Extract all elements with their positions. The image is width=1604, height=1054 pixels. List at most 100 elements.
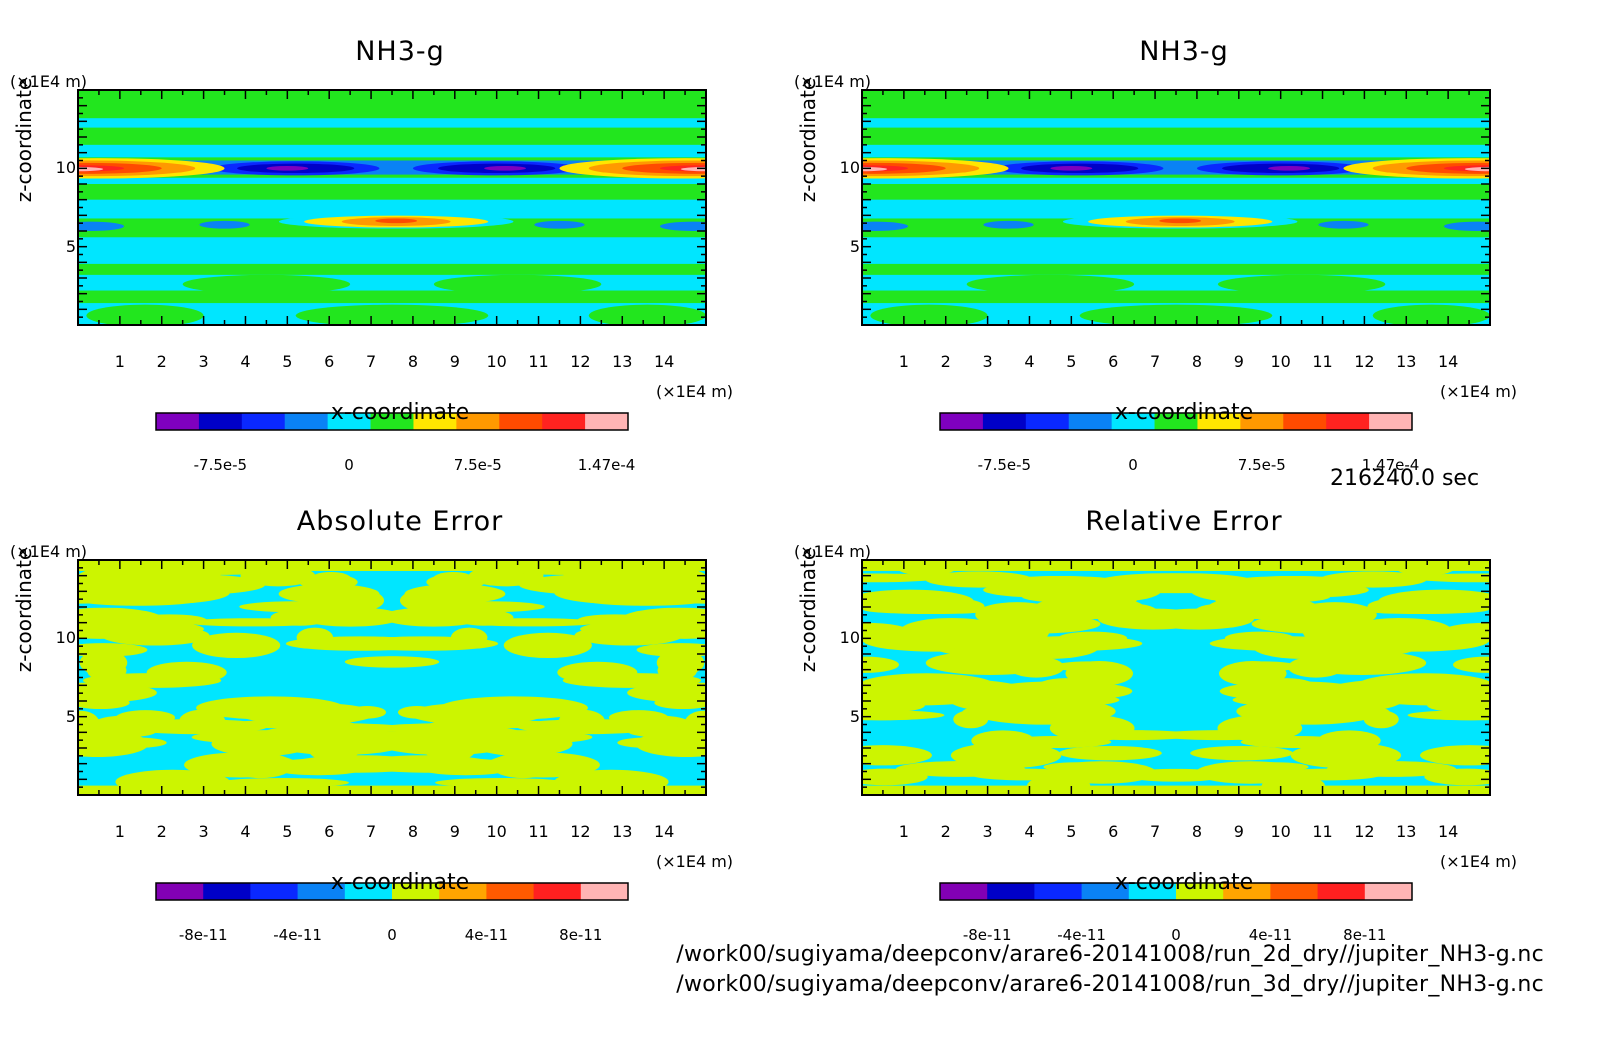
y-unit-label: (×1E4 m) (794, 542, 872, 561)
colorbar-tick-label: 0 (1128, 456, 1138, 474)
contour-band (78, 118, 706, 128)
x-tick-label: 8 (407, 822, 419, 841)
contour-blob (86, 304, 204, 325)
x-tick-label: 13 (612, 352, 633, 371)
x-tick-label: 2 (940, 352, 951, 371)
colorbar-swatch (250, 883, 299, 900)
x-tick-label: 6 (324, 352, 335, 371)
x-axis-label: x-coordinate (1114, 400, 1254, 425)
x-tick-label: 3 (198, 352, 209, 371)
x-tick-label: 1 (898, 352, 909, 371)
x-tick-label: 1 (114, 352, 125, 371)
contour-blob (1255, 692, 1290, 705)
chart-svg (77, 559, 707, 901)
colorbar-swatch (499, 413, 543, 430)
contour-blob (1062, 692, 1097, 705)
contour-field (78, 560, 706, 795)
contour-blob (862, 622, 912, 643)
contour-blob (503, 632, 592, 659)
colorbar-swatch (392, 883, 440, 900)
colorbar-swatch (1081, 883, 1130, 900)
colorbar-swatch (940, 413, 984, 430)
x-tick-label: 14 (1437, 352, 1459, 371)
y-axis-label: z-coordinate (12, 547, 36, 673)
file-path-1: /work00/sugiyama/deepconv/arare6-2014100… (676, 942, 1544, 967)
contour-band (862, 237, 1490, 264)
x-axis-label: x-coordinate (1114, 870, 1254, 895)
x-tick-label: 12 (570, 822, 591, 841)
chart-title: Absolute Error (296, 506, 504, 537)
colorbar-swatch (1223, 883, 1271, 900)
contour-blob (217, 778, 349, 788)
colorbar-tick-label: 8e-11 (1343, 926, 1387, 944)
contour-blob (1065, 661, 1134, 687)
colorbar-swatch (156, 883, 204, 900)
x-tick-label: 4 (240, 822, 251, 841)
y-axis-label: z-coordinate (796, 547, 820, 673)
x-tick-label: 10 (1270, 822, 1291, 841)
chart-svg (861, 559, 1491, 901)
contour-blob (199, 220, 250, 229)
x-tick-label: 3 (982, 352, 993, 371)
contour-blob (862, 573, 940, 583)
contour-blob (1443, 221, 1490, 231)
colorbar-tick-label: 0 (344, 456, 354, 474)
x-tick-label: 14 (653, 822, 675, 841)
y-tick-label: 5 (65, 236, 76, 256)
x-tick-label: 6 (1108, 822, 1119, 841)
colorbar-swatch (284, 413, 329, 430)
colorbar-tick-label: 1.47e-4 (577, 456, 636, 474)
contour-blob (369, 731, 427, 746)
contour-blob (966, 274, 1135, 294)
contour-field (862, 560, 1490, 795)
contour-band (862, 118, 1490, 128)
colorbar-swatch (1364, 883, 1413, 900)
colorbar-swatch (1283, 413, 1327, 430)
colorbar-frame (155, 882, 629, 901)
contour-blob (450, 627, 488, 648)
contour-blob (1372, 304, 1490, 325)
contour-blob (423, 735, 476, 762)
contour-band (862, 560, 1490, 571)
x-tick-label: 1 (114, 822, 125, 841)
colorbar-swatch (1326, 413, 1370, 430)
colorbar-swatch (297, 883, 346, 900)
contour-blob (96, 715, 159, 729)
contour-blob (399, 589, 450, 612)
x-tick-label: 7 (1149, 352, 1161, 371)
y-unit-label: (×1E4 m) (794, 72, 872, 91)
contour-blob (351, 656, 440, 668)
contour-blob (1268, 165, 1310, 171)
x-tick-label: 13 (612, 822, 633, 841)
colorbar-swatch (1068, 413, 1113, 430)
colorbar-swatch (940, 883, 988, 900)
contour-band (862, 199, 1490, 219)
contour-blob (1349, 706, 1391, 720)
colorbar-swatch (1369, 413, 1413, 430)
colorbar-swatch (987, 883, 1035, 900)
x-tick-label: 10 (1270, 352, 1291, 371)
x-tick-label: 9 (1233, 352, 1244, 371)
contour-blob (433, 274, 602, 294)
chart-panel-2: NH3-g (×1E4 m) (×1E4 m) x-coordinate z-coord… (784, 20, 1584, 520)
x-tick-label: 9 (449, 822, 460, 841)
contour-field (78, 90, 706, 325)
x-tick-label: 4 (1024, 352, 1035, 371)
x-tick-label: 10 (486, 352, 507, 371)
x-axis-label: x-coordinate (330, 870, 470, 895)
y-tick-label: 10 (839, 158, 860, 178)
contour-blob (961, 706, 1003, 720)
x-tick-label: 2 (156, 822, 167, 841)
chart-panel-1: NH3-g (×1E4 m) (×1E4 m) x-coordinate z-coord… (0, 20, 800, 520)
contour-blob (1079, 304, 1273, 325)
contour-blob (296, 627, 334, 648)
contour-blob (870, 304, 988, 325)
x-tick-label: 13 (1396, 352, 1417, 371)
colorbar-swatch (370, 413, 414, 430)
x-tick-label: 5 (282, 352, 293, 371)
colorbar-swatch (1270, 883, 1319, 900)
colorbar-tick-label: -4e-11 (273, 926, 322, 944)
y-tick-label: 5 (849, 236, 860, 256)
y-tick-label: 10 (839, 628, 860, 648)
colorbar-swatch (456, 413, 500, 430)
